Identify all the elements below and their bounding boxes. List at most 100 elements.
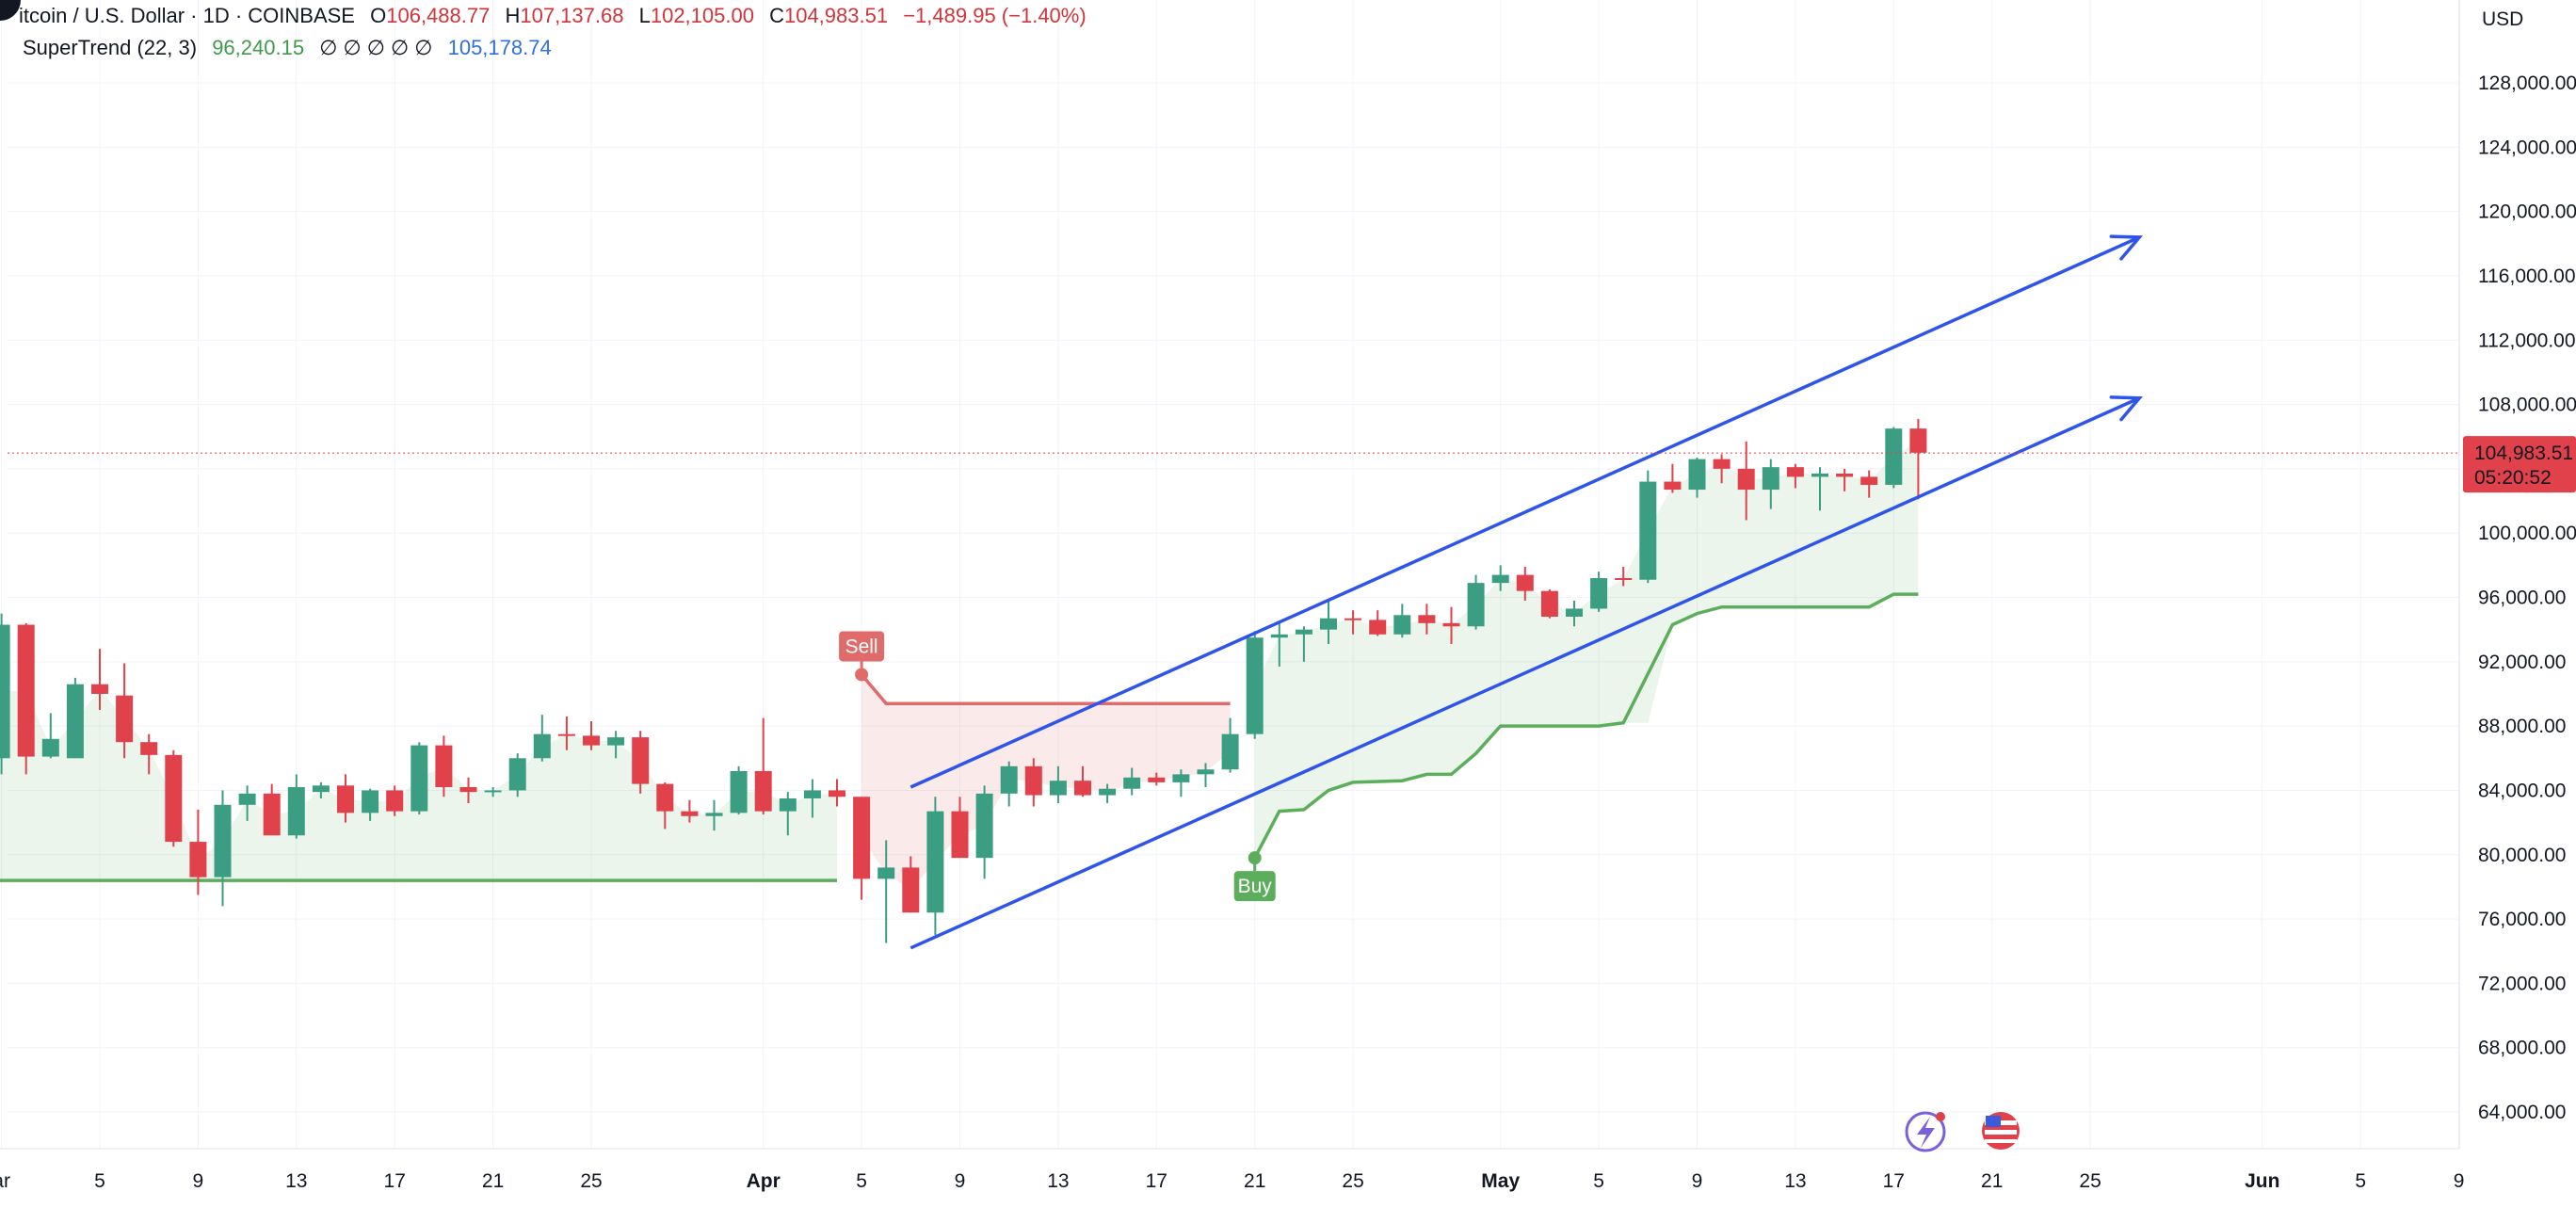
candle-body xyxy=(1344,618,1362,620)
candle-body xyxy=(1295,629,1312,635)
indicator-empty-values: ∅ ∅ ∅ ∅ ∅ xyxy=(319,36,433,59)
trendline xyxy=(910,396,2141,950)
time-tick-label: May xyxy=(1481,1170,1520,1192)
candle-body xyxy=(951,811,969,859)
time-tick-label: 25 xyxy=(2079,1170,2101,1192)
currency-selector[interactable]: USD xyxy=(2482,8,2524,30)
candle-body xyxy=(632,737,650,784)
price-tick-label: 108,000.00 xyxy=(2478,395,2576,416)
lightning-icon[interactable] xyxy=(1905,1111,1946,1152)
trendline xyxy=(910,235,2141,789)
candle-body xyxy=(1467,583,1485,627)
time-tick-label: 21 xyxy=(482,1170,504,1192)
candle-body xyxy=(1320,618,1337,630)
time-tick-label: 13 xyxy=(1047,1170,1069,1192)
buy-signal-box xyxy=(1233,871,1276,902)
candlesticks xyxy=(0,418,1927,943)
candle-body xyxy=(533,733,551,759)
candle-body xyxy=(337,785,354,813)
price-tick-label: 112,000.00 xyxy=(2478,330,2576,351)
candle-body xyxy=(1393,615,1411,635)
price-tick-label: 124,000.00 xyxy=(2478,137,2576,158)
supertrend-line xyxy=(860,673,1231,705)
time-tick-label: 17 xyxy=(384,1170,406,1192)
candle-body xyxy=(975,793,993,859)
indicator-name[interactable]: SuperTrend (22, 3) xyxy=(23,36,198,59)
candle-body xyxy=(1099,788,1117,796)
price-tick-label: 72,000.00 xyxy=(2478,973,2566,994)
candle-body xyxy=(902,867,920,913)
candle-body xyxy=(1566,608,1583,617)
time-tick-label: 21 xyxy=(1981,1170,2003,1192)
candle-body xyxy=(386,790,404,812)
candle-body xyxy=(140,742,158,755)
candle-body xyxy=(263,793,281,836)
time-tick-label: 5 xyxy=(1593,1170,1604,1192)
candle-body xyxy=(583,735,600,746)
time-tick-label: 21 xyxy=(1244,1170,1265,1192)
candle-body xyxy=(853,797,871,879)
time-tick-label: 13 xyxy=(1784,1170,1806,1192)
candle-body xyxy=(1762,467,1779,491)
supertrend-lines xyxy=(0,592,1919,882)
time-tick-label: 25 xyxy=(580,1170,602,1192)
trend-channel[interactable] xyxy=(910,234,2143,950)
candle-body xyxy=(1418,615,1436,623)
candle-body xyxy=(1836,473,1854,477)
time-tick-label: 5 xyxy=(94,1170,105,1192)
candle-body xyxy=(754,770,772,812)
candle-body xyxy=(1885,428,1903,485)
time-axis[interactable]: ar 5 9 13 17 21 25 Apr 5 9 13 17 21 25 May 5 9 13 17 21 25 Ju… xyxy=(0,1148,2465,1192)
candle-body xyxy=(656,783,674,812)
price-axis[interactable]: 64,000.00 68,000.00 72,000.00 76,000.00 80,0… xyxy=(2458,0,2576,1149)
candle-body xyxy=(312,785,330,793)
price-tick-label: 116,000.00 xyxy=(2478,266,2576,287)
candle-body xyxy=(1590,578,1608,609)
time-tick-label: 9 xyxy=(193,1170,204,1192)
time-tick-label: 5 xyxy=(2355,1170,2366,1192)
indicator-value-2: 105,178.74 xyxy=(447,36,552,59)
us-flag-icon[interactable] xyxy=(1982,1112,2020,1150)
time-tick-label: 5 xyxy=(856,1170,867,1192)
candle-body xyxy=(1197,769,1215,775)
price-tick-label: 92,000.00 xyxy=(2478,652,2566,673)
candle-body xyxy=(557,733,575,736)
ohlc-high-value: 107,137.68 xyxy=(520,4,624,27)
price-tick-label: 68,000.00 xyxy=(2478,1038,2566,1059)
candle-body xyxy=(1639,481,1657,580)
candle-body xyxy=(1860,476,1878,485)
indicator-value: 96,240.15 xyxy=(212,36,305,59)
ohlc-open-value: 106,488.77 xyxy=(386,4,491,27)
candle-body xyxy=(165,754,183,843)
candle-body xyxy=(17,624,35,757)
candle-body xyxy=(1491,574,1509,584)
time-tick-label: 9 xyxy=(2454,1170,2465,1192)
candle-body xyxy=(705,813,723,816)
candle-body xyxy=(681,811,699,816)
candle-body xyxy=(926,811,944,913)
candle-body xyxy=(1000,765,1018,794)
time-tick-label: 17 xyxy=(1883,1170,1905,1192)
candle-body xyxy=(1516,574,1534,591)
candle-body xyxy=(214,804,232,878)
price-tick-label: 64,000.00 xyxy=(2478,1102,2566,1123)
candle-body xyxy=(730,770,748,813)
time-tick-label: 9 xyxy=(1692,1170,1703,1192)
time-tick-label: 25 xyxy=(1342,1170,1363,1192)
symbol-title[interactable]: itcoin / U.S. Dollar · 1D · COINBASE xyxy=(19,4,355,27)
candle-body xyxy=(287,787,305,836)
candle-body xyxy=(1270,634,1288,638)
price-tick-label: 88,000.00 xyxy=(2478,716,2566,737)
candle-body xyxy=(116,695,134,743)
candle-body xyxy=(238,793,256,805)
candle-body xyxy=(1049,781,1067,796)
bottom-icons[interactable] xyxy=(1905,1111,2020,1152)
time-tick-label: 17 xyxy=(1146,1170,1167,1192)
candle-body xyxy=(1024,765,1042,796)
sell-signal-box xyxy=(839,631,885,662)
candle-body xyxy=(803,790,821,798)
candle-body xyxy=(829,790,845,797)
ohlc-close-value: 104,983.51 xyxy=(783,4,889,27)
candle-body xyxy=(1246,637,1264,734)
